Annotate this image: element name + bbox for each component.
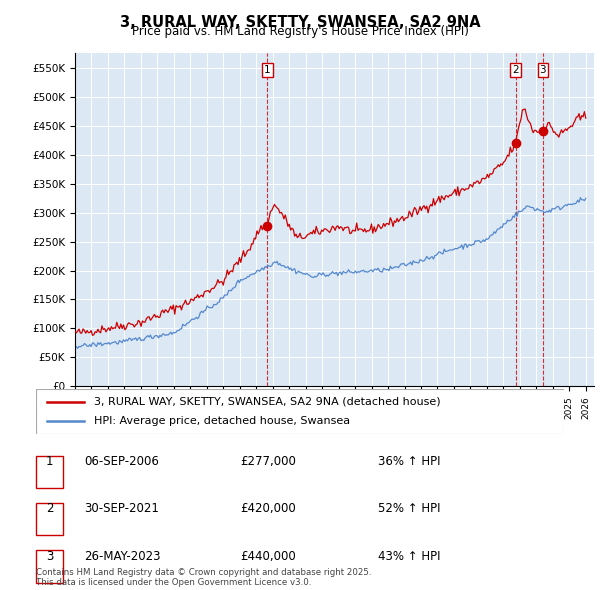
Text: 3: 3 [539,65,546,75]
Text: 36% ↑ HPI: 36% ↑ HPI [378,455,440,468]
Text: 43% ↑ HPI: 43% ↑ HPI [378,549,440,563]
Text: £277,000: £277,000 [240,455,296,468]
Text: 3, RURAL WAY, SKETTY, SWANSEA, SA2 9NA: 3, RURAL WAY, SKETTY, SWANSEA, SA2 9NA [119,15,481,30]
Text: Price paid vs. HM Land Registry's House Price Index (HPI): Price paid vs. HM Land Registry's House … [131,25,469,38]
Text: £420,000: £420,000 [240,502,296,516]
Text: HPI: Average price, detached house, Swansea: HPI: Average price, detached house, Swan… [94,417,350,426]
Text: 1: 1 [264,65,271,75]
FancyBboxPatch shape [36,389,564,434]
Text: 1: 1 [46,455,53,468]
Text: Contains HM Land Registry data © Crown copyright and database right 2025.
This d: Contains HM Land Registry data © Crown c… [36,568,371,587]
Text: 30-SEP-2021: 30-SEP-2021 [84,502,159,516]
Text: 2: 2 [512,65,519,75]
Text: 06-SEP-2006: 06-SEP-2006 [84,455,159,468]
Text: £440,000: £440,000 [240,549,296,563]
Text: 26-MAY-2023: 26-MAY-2023 [84,549,161,563]
Text: 3, RURAL WAY, SKETTY, SWANSEA, SA2 9NA (detached house): 3, RURAL WAY, SKETTY, SWANSEA, SA2 9NA (… [94,397,441,407]
Text: 52% ↑ HPI: 52% ↑ HPI [378,502,440,516]
Text: 2: 2 [46,502,53,516]
Text: 3: 3 [46,549,53,563]
